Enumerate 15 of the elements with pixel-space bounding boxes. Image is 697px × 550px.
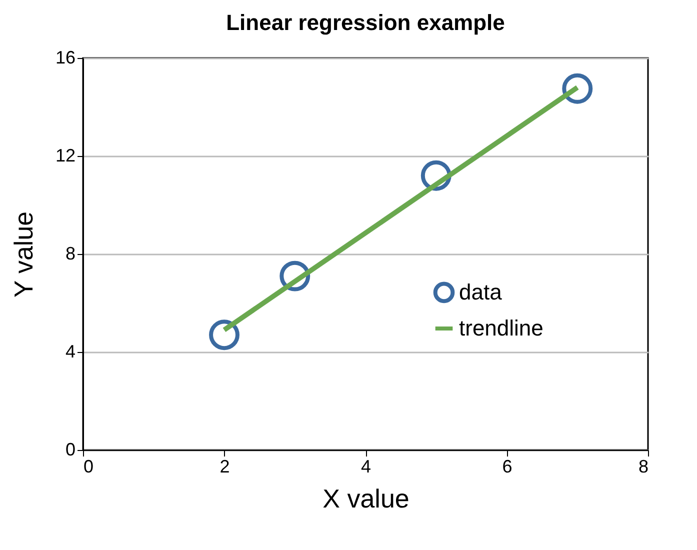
- x-tick-label: 6: [502, 456, 512, 476]
- x-axis-title: X value: [322, 484, 410, 514]
- y-tick-label: 4: [65, 342, 76, 362]
- x-tick-label: 2: [220, 456, 230, 476]
- y-tick-label: 8: [65, 244, 76, 264]
- y-tick-label: 0: [65, 440, 76, 460]
- y-tick-label: 16: [55, 48, 76, 68]
- x-tick-label: 4: [360, 456, 372, 476]
- legend-label: trendline: [459, 315, 544, 340]
- y-axis-title: Y value: [8, 211, 38, 298]
- x-tick-label: 8: [638, 456, 648, 476]
- y-tick-label: 12: [55, 146, 76, 166]
- chart-title: Linear regression example: [226, 10, 505, 35]
- x-tick-label: 0: [84, 456, 94, 476]
- legend-label: data: [459, 279, 503, 304]
